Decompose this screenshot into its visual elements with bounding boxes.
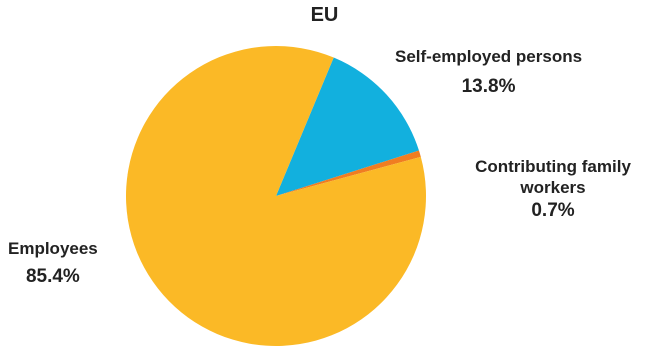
pie-slice-employees [126,45,427,346]
chart-title: EU [310,4,339,26]
pie-slice-contributing-family-workers [276,150,421,196]
label-employees-name: Employees [8,239,98,258]
label-self-employed-value: 13.8% [461,76,516,98]
label-contributing-family-value: 0.7% [531,199,575,221]
label-self-employed: Self-employed persons 13.8% [395,46,582,99]
label-self-employed-name: Self-employed persons [395,47,583,66]
label-employees-value: 85.4% [25,266,80,288]
label-contributing-family: Contributing family workers 0.7% [468,156,638,222]
pie-slice-self-employed-persons [276,57,419,196]
label-contributing-family-name: Contributing family workers [475,157,631,198]
label-employees: Employees 85.4% [8,238,98,289]
